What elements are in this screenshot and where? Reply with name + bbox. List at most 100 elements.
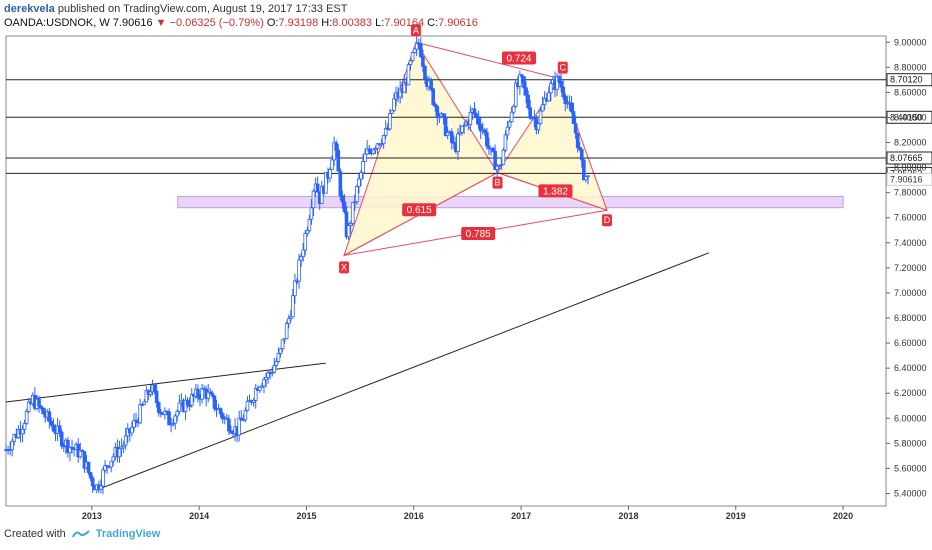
y-tick-label: 8.40000 — [894, 112, 927, 122]
candle-body — [210, 392, 215, 397]
tradingview-logo-icon — [71, 530, 90, 538]
candle-body — [218, 408, 223, 415]
open-label: O: — [266, 17, 279, 29]
published-text: published on TradingView.com, August 19,… — [57, 3, 348, 15]
candle-body — [301, 249, 305, 258]
time-axis[interactable]: 2013 2014 2015 2016 2017 2018 2019 2020 — [82, 506, 853, 521]
trendline-2 — [97, 252, 710, 491]
candle-body — [559, 81, 563, 88]
candle-body — [90, 477, 95, 487]
open-value: 7.93198 — [278, 17, 319, 29]
candle-body — [88, 472, 93, 479]
candle-body — [229, 430, 233, 434]
x-tick-label: 2014 — [189, 511, 209, 521]
candle-body — [342, 201, 347, 213]
candle-body — [363, 153, 367, 162]
candle-body — [561, 86, 566, 98]
y-tick-label: 7.20000 — [894, 263, 927, 273]
candle-body — [117, 448, 122, 458]
candle-body — [144, 390, 149, 403]
candle-body — [241, 419, 246, 422]
created-with-text: Created with — [4, 528, 66, 540]
candle-body — [187, 404, 192, 407]
candle-body — [293, 280, 297, 297]
candle-body — [183, 399, 188, 412]
candle-body — [103, 465, 107, 471]
candle-body — [26, 401, 31, 412]
y-tick-label: 5.80000 — [894, 438, 927, 448]
candle-body — [540, 104, 545, 112]
candle-body — [206, 391, 211, 399]
candle-body — [381, 135, 386, 145]
candle-body — [528, 107, 533, 119]
close-label: C: — [427, 17, 439, 29]
candle-body — [390, 110, 394, 114]
candle-body — [478, 124, 483, 132]
candle-body — [276, 353, 281, 362]
y-tick-label: 9.00000 — [894, 37, 927, 47]
x-tick-label: 2017 — [511, 511, 531, 521]
candle-body — [491, 147, 495, 152]
ratio-label-box — [538, 184, 573, 198]
candle-body — [41, 407, 45, 415]
candle-body — [431, 88, 436, 105]
candle-body — [332, 142, 336, 161]
candle-body — [70, 446, 74, 449]
harmonic-pattern-layer — [343, 41, 608, 257]
candle-body — [309, 207, 314, 220]
candle-body — [59, 431, 64, 447]
ratio-label-box — [501, 51, 536, 65]
last-price: 7.90616 — [112, 17, 153, 29]
tradingview-brand[interactable]: TradingView — [95, 528, 161, 540]
candle-body — [66, 439, 70, 453]
ratio-label: 0.615 — [407, 205, 432, 216]
low-value: 7.90164 — [384, 17, 425, 29]
candle-body — [208, 391, 213, 394]
candle-body — [154, 390, 159, 404]
ratio-label: 0.724 — [506, 54, 531, 65]
candle-body — [458, 132, 462, 135]
candle-body — [130, 426, 134, 434]
candle-body — [526, 94, 530, 109]
candle-body — [582, 159, 586, 181]
candle-body — [352, 201, 357, 204]
candle-body — [169, 423, 173, 426]
candle-body — [355, 186, 359, 203]
candle-body — [140, 404, 145, 406]
candle-body — [260, 385, 264, 388]
candle-body — [167, 411, 171, 426]
candle-body — [542, 97, 547, 106]
candle-body — [138, 404, 142, 424]
candle-body — [468, 112, 473, 125]
chart-header: derekvela published on TradingView.com, … — [4, 2, 924, 30]
candle-body — [334, 142, 339, 151]
close-value: 7.90616 — [438, 17, 478, 29]
x-tick-label: 2016 — [404, 511, 424, 521]
candle-body — [499, 163, 504, 166]
candle-body — [338, 170, 343, 197]
price-axis[interactable]: 9.00000 8.80000 8.60000 8.40000 8.20000 8.000… — [886, 37, 927, 498]
candle-body — [513, 82, 518, 107]
candle-body — [196, 388, 200, 398]
candle-body — [243, 410, 248, 421]
candle-body — [569, 102, 574, 112]
author-name[interactable]: derekvela — [4, 3, 55, 15]
x-tick-label: 2020 — [833, 511, 853, 521]
candle-body — [449, 131, 454, 143]
low-label: L: — [375, 17, 385, 29]
candle-body — [575, 132, 580, 148]
candle-body — [493, 150, 497, 170]
y-tick-label: 6.20000 — [894, 388, 927, 398]
symbol-line: OANDA:USDNOK, W 7.90616 ▼ −0.06325 (−0.7… — [4, 16, 924, 30]
candle-body — [262, 379, 266, 387]
candle-body — [350, 202, 355, 224]
point-label-c: C — [560, 63, 567, 73]
candle-body — [392, 98, 396, 111]
candle-body — [251, 400, 256, 403]
candle-body — [148, 391, 153, 395]
candle-body — [423, 65, 427, 80]
candle-body — [239, 417, 244, 421]
candle-body — [330, 159, 334, 170]
